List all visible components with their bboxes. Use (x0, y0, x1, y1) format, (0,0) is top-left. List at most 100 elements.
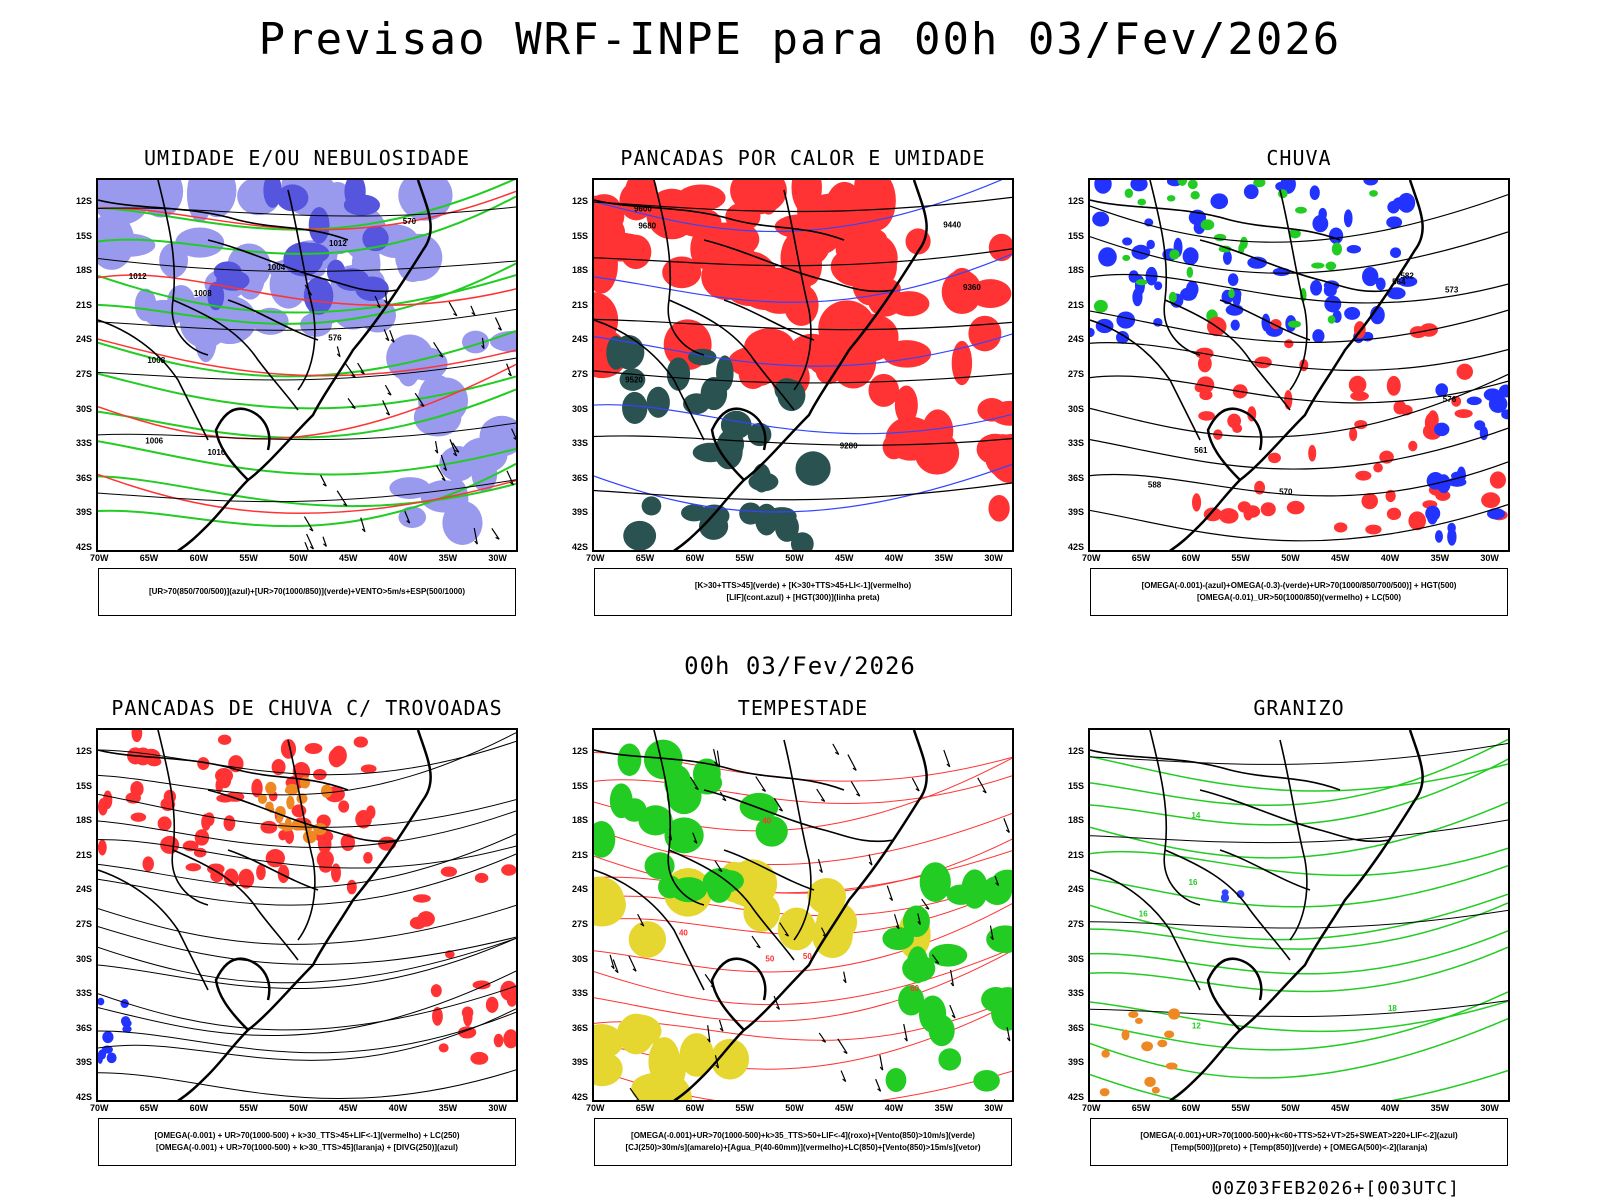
lat-label: 24S (76, 334, 93, 345)
contour-label: 14 (1191, 811, 1200, 820)
lat-label: 24S (76, 884, 93, 895)
contour-label: 573 (1445, 285, 1459, 294)
lon-label: 35W (438, 553, 458, 563)
lon-label: 60W (685, 1103, 705, 1113)
lat-label: 33S (1068, 988, 1085, 999)
red-thunderstorm-area (98, 730, 397, 895)
lon-label: 35W (1430, 553, 1450, 563)
panel-title: TEMPESTADE (737, 696, 869, 720)
map-pancadas: 9680 9600 9520 9440 9360 9280 (592, 178, 1014, 552)
lat-label: 33S (76, 988, 93, 999)
lon-label: 55W (735, 1103, 754, 1113)
contour-label: 50 (765, 955, 774, 964)
lon-label: 40W (884, 553, 904, 563)
panel-title: GRANIZO (1253, 696, 1345, 720)
lat-label: 21S (1068, 849, 1085, 860)
black-temp500-contours (1090, 742, 1508, 1018)
green-omega-area (1093, 180, 1378, 328)
lon-label: 60W (685, 553, 705, 563)
contour-label: 16 (1189, 878, 1198, 887)
lat-label: 36S (572, 1022, 589, 1033)
contour-label: 40 (679, 929, 688, 938)
legend-line: [OMEGA(-0.001)+UR>70(1000-500)+k>35_TTS>… (631, 1131, 975, 1140)
state-borders (98, 730, 399, 991)
lon-label: 30W (488, 553, 507, 563)
run-footer: 00Z03FEB2026+[003UTC] (1211, 1178, 1460, 1199)
contour-label: 1016 (207, 448, 225, 457)
state-borders (594, 180, 895, 441)
contour-label: 50 (803, 952, 812, 961)
contour-label: 9360 (963, 283, 981, 292)
legend-line: [K>30+TTS>45](verde) + [K>30+TTS>45+LI<-… (694, 581, 912, 590)
legend-line: [CJ(250)>30m/s](amarelo)+[Agua_P(40-60mm… (625, 1143, 981, 1152)
lat-label: 36S (572, 472, 589, 483)
blue-strong-area (207, 180, 389, 315)
lon-label: 45W (835, 1103, 854, 1113)
lon-label: 45W (339, 1103, 358, 1113)
contour-label: 9680 (638, 221, 656, 230)
lat-label: 27S (572, 369, 589, 379)
lon-label: 70W (1082, 1103, 1101, 1113)
panel-legend: [OMEGA(-0.001)+UR>70(1000-500)+k>35_TTS>… (594, 1118, 1012, 1166)
coastline (1168, 730, 1424, 1100)
contour-label: 1008 (147, 356, 165, 365)
coastline (176, 180, 432, 550)
lat-label: 15S (76, 230, 93, 241)
lat-label: 39S (76, 1057, 93, 1068)
lat-label: 30S (572, 953, 589, 964)
lat-label: 42S (1068, 1092, 1085, 1102)
contour-label: 1012 (329, 239, 347, 248)
lat-label: 39S (572, 1057, 589, 1068)
lon-label: 45W (339, 553, 358, 563)
panel-legend: [OMEGA(-0.001)+UR>70(1000-500)+k<60+TTS>… (1090, 1118, 1508, 1166)
lat-label: 18S (1068, 815, 1085, 826)
lon-label: 60W (189, 1103, 209, 1113)
streamlines-250 (98, 732, 516, 1099)
lon-label: 50W (289, 1103, 308, 1113)
lat-label: 21S (572, 849, 589, 860)
map-tempestade: 40 50 60 50 40 (592, 728, 1014, 1102)
lat-label: 33S (1068, 438, 1085, 449)
legend-line: [OMEGA(-0.001)+UR>70(1000-500)+k<60+TTS>… (1140, 1131, 1458, 1140)
panel-chuva: CHUVA 588 582 576 570 564 561 573 12S 15S 18S 21S 24… (1068, 146, 1510, 618)
legend-line: [OMEGA(-0.001) + UR>70(1000-500) + k>30_… (156, 1143, 458, 1152)
panel-umidade: UMIDADE E/OU NEBULOSIDADE 1012 1016 1008 100… (76, 146, 518, 618)
lon-label: 65W (1131, 553, 1151, 563)
lat-label: 33S (76, 438, 93, 449)
yellow-jet-area (594, 859, 931, 959)
contour-label: 1004 (267, 263, 285, 272)
lat-label: 30S (1068, 403, 1085, 414)
blue-hail-area (1220, 889, 1245, 903)
lat-label: 21S (76, 849, 93, 860)
orange-omega-area (1099, 1008, 1181, 1097)
coastline (176, 730, 432, 1100)
contour-label: 9440 (943, 220, 961, 229)
contour-label: 570 (403, 217, 417, 226)
lat-label: 18S (76, 815, 93, 826)
lat-label: 33S (572, 438, 589, 449)
contour-label: 564 (1392, 278, 1406, 287)
panel-trovoadas: PANCADAS DE CHUVA C/ TROVOADAS 12S 15S 18S 2… (76, 696, 518, 1168)
lat-label: 15S (572, 780, 589, 791)
lat-label: 30S (76, 953, 93, 964)
panel-legend: [UR>70(850/700/500)](azul)+[UR>70(1000/8… (98, 568, 516, 616)
lon-label: 40W (388, 1103, 408, 1113)
wind-vectors (609, 743, 1011, 1100)
contour-label: 1006 (145, 437, 163, 446)
lat-label: 27S (572, 919, 589, 929)
panel-granizo: GRANIZO 16 12 18 16 14 12S 15S 18S 21S 24S 27S 30S 33… (1068, 696, 1510, 1168)
lon-label: 35W (934, 553, 954, 563)
green-contours (98, 180, 516, 528)
lat-label: 36S (1068, 472, 1085, 483)
lon-label: 40W (1380, 553, 1400, 563)
contour-label: 576 (328, 333, 342, 342)
lon-label: 30W (984, 1103, 1003, 1113)
lon-label: 65W (139, 1103, 159, 1113)
mid-title: 00h 03/Fev/2026 (684, 652, 916, 680)
contour-label: 16 (1139, 909, 1148, 918)
lon-label: 70W (586, 1103, 605, 1113)
lon-label: 30W (984, 553, 1003, 563)
lon-label: 45W (1331, 553, 1350, 563)
lon-label: 60W (1181, 1103, 1201, 1113)
lat-label: 12S (76, 746, 93, 756)
